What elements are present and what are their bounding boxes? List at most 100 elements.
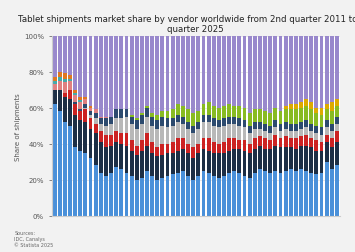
Bar	[237, 141, 241, 149]
Bar	[309, 173, 313, 216]
Bar	[212, 126, 215, 142]
Bar	[294, 110, 298, 124]
Bar	[315, 114, 318, 126]
Bar	[330, 148, 334, 169]
Bar	[130, 115, 133, 117]
Bar	[304, 146, 308, 171]
Bar	[145, 171, 149, 216]
Bar	[320, 135, 323, 142]
Bar	[309, 103, 313, 110]
Bar	[171, 126, 175, 142]
Bar	[330, 124, 334, 132]
Bar	[104, 148, 108, 176]
Bar	[73, 105, 77, 115]
Bar	[140, 141, 144, 151]
Bar	[176, 105, 180, 115]
Bar	[53, 105, 56, 216]
Bar	[263, 171, 267, 216]
Bar	[135, 180, 139, 216]
Bar	[155, 148, 159, 157]
Bar	[145, 117, 149, 133]
Bar	[176, 115, 180, 122]
Bar	[273, 37, 277, 108]
Bar	[99, 117, 103, 119]
Bar	[83, 99, 87, 105]
Bar	[248, 37, 252, 114]
Bar	[104, 135, 108, 148]
Bar	[320, 115, 323, 128]
Bar	[207, 139, 211, 151]
Bar	[325, 142, 329, 162]
Bar	[217, 144, 221, 153]
Bar	[237, 126, 241, 141]
Bar	[279, 148, 282, 173]
Bar	[160, 37, 164, 112]
Bar	[114, 142, 118, 168]
Bar	[320, 142, 323, 151]
Bar	[181, 171, 185, 216]
Bar	[217, 153, 221, 178]
Bar	[63, 79, 67, 83]
Bar	[253, 139, 257, 149]
Bar	[207, 37, 211, 103]
Bar	[325, 162, 329, 216]
Bar	[114, 119, 118, 132]
Bar	[304, 135, 308, 146]
Bar	[99, 132, 103, 142]
Bar	[155, 121, 159, 130]
Bar	[171, 175, 175, 216]
Bar	[330, 169, 334, 216]
Bar	[253, 110, 257, 122]
Bar	[196, 144, 200, 153]
Bar	[83, 105, 87, 108]
Bar	[73, 90, 77, 94]
Bar	[89, 159, 92, 216]
Bar	[119, 169, 123, 216]
Bar	[273, 135, 277, 146]
Bar	[248, 153, 252, 178]
Bar	[237, 106, 241, 119]
Bar	[186, 37, 190, 110]
Bar	[284, 37, 288, 106]
Bar	[114, 168, 118, 216]
Bar	[125, 117, 129, 133]
Bar	[268, 126, 272, 133]
Bar	[227, 173, 231, 216]
Bar	[232, 171, 236, 216]
Bar	[68, 37, 72, 76]
Bar	[284, 130, 288, 137]
Bar	[119, 144, 123, 169]
Bar	[320, 173, 323, 216]
Bar	[273, 108, 277, 121]
Bar	[135, 155, 139, 180]
Bar	[284, 148, 288, 171]
Bar	[258, 146, 262, 169]
Bar	[140, 115, 144, 124]
Bar	[73, 94, 77, 96]
Bar	[78, 37, 82, 98]
Bar	[289, 139, 293, 148]
Bar	[166, 144, 169, 153]
Bar	[263, 132, 267, 139]
Bar	[330, 139, 334, 148]
Bar	[160, 155, 164, 178]
Bar	[135, 37, 139, 119]
Bar	[202, 37, 206, 105]
Bar	[232, 149, 236, 171]
Bar	[325, 105, 329, 110]
Bar	[99, 142, 103, 173]
Bar	[53, 37, 56, 78]
Bar	[279, 112, 282, 124]
Bar	[68, 81, 72, 90]
Bar	[294, 139, 298, 149]
Bar	[186, 176, 190, 216]
Bar	[268, 173, 272, 216]
Bar	[83, 153, 87, 216]
Bar	[191, 180, 195, 216]
Bar	[248, 133, 252, 144]
Bar	[166, 37, 169, 112]
Bar	[304, 106, 308, 121]
Bar	[263, 112, 267, 124]
Bar	[330, 37, 334, 103]
Bar	[196, 112, 200, 122]
